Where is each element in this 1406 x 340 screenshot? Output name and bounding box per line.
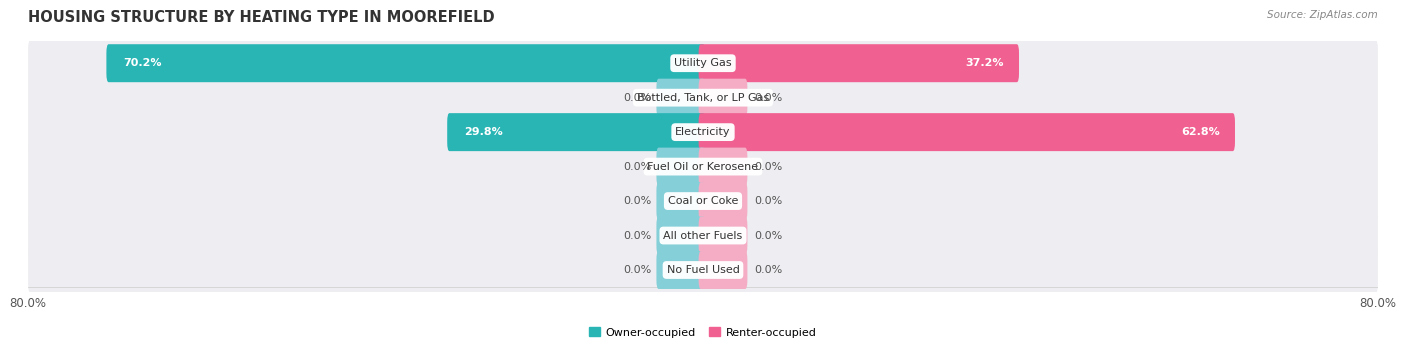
FancyBboxPatch shape — [107, 44, 706, 82]
Text: All other Fuels: All other Fuels — [664, 231, 742, 240]
FancyBboxPatch shape — [28, 246, 1378, 294]
FancyBboxPatch shape — [28, 74, 1378, 121]
FancyBboxPatch shape — [28, 212, 1378, 259]
FancyBboxPatch shape — [657, 217, 706, 255]
FancyBboxPatch shape — [657, 79, 706, 117]
Text: Source: ZipAtlas.com: Source: ZipAtlas.com — [1267, 10, 1378, 20]
Text: 0.0%: 0.0% — [754, 265, 782, 275]
Text: Bottled, Tank, or LP Gas: Bottled, Tank, or LP Gas — [637, 93, 769, 103]
FancyBboxPatch shape — [657, 251, 706, 289]
FancyBboxPatch shape — [28, 143, 1378, 190]
FancyBboxPatch shape — [28, 39, 1378, 87]
Text: 0.0%: 0.0% — [624, 265, 652, 275]
FancyBboxPatch shape — [699, 148, 748, 186]
FancyBboxPatch shape — [699, 217, 748, 255]
Text: Fuel Oil or Kerosene: Fuel Oil or Kerosene — [647, 162, 759, 172]
FancyBboxPatch shape — [28, 177, 1378, 225]
FancyBboxPatch shape — [657, 182, 706, 220]
Text: 62.8%: 62.8% — [1181, 127, 1220, 137]
Legend: Owner-occupied, Renter-occupied: Owner-occupied, Renter-occupied — [585, 323, 821, 340]
FancyBboxPatch shape — [657, 148, 706, 186]
FancyBboxPatch shape — [699, 79, 748, 117]
Text: 0.0%: 0.0% — [624, 231, 652, 240]
FancyBboxPatch shape — [28, 108, 1378, 156]
FancyBboxPatch shape — [699, 251, 748, 289]
Text: 29.8%: 29.8% — [464, 127, 503, 137]
Text: 0.0%: 0.0% — [624, 162, 652, 172]
Text: 0.0%: 0.0% — [754, 196, 782, 206]
FancyBboxPatch shape — [447, 113, 706, 151]
Text: 0.0%: 0.0% — [754, 231, 782, 240]
Text: No Fuel Used: No Fuel Used — [666, 265, 740, 275]
Text: 0.0%: 0.0% — [754, 162, 782, 172]
Text: Coal or Coke: Coal or Coke — [668, 196, 738, 206]
FancyBboxPatch shape — [699, 44, 1019, 82]
Text: 37.2%: 37.2% — [966, 58, 1004, 68]
Text: 70.2%: 70.2% — [124, 58, 162, 68]
Text: 0.0%: 0.0% — [624, 196, 652, 206]
Text: HOUSING STRUCTURE BY HEATING TYPE IN MOOREFIELD: HOUSING STRUCTURE BY HEATING TYPE IN MOO… — [28, 10, 495, 25]
Text: 0.0%: 0.0% — [754, 93, 782, 103]
FancyBboxPatch shape — [699, 182, 748, 220]
FancyBboxPatch shape — [699, 113, 1234, 151]
Text: Electricity: Electricity — [675, 127, 731, 137]
Text: Utility Gas: Utility Gas — [675, 58, 731, 68]
Text: 0.0%: 0.0% — [624, 93, 652, 103]
